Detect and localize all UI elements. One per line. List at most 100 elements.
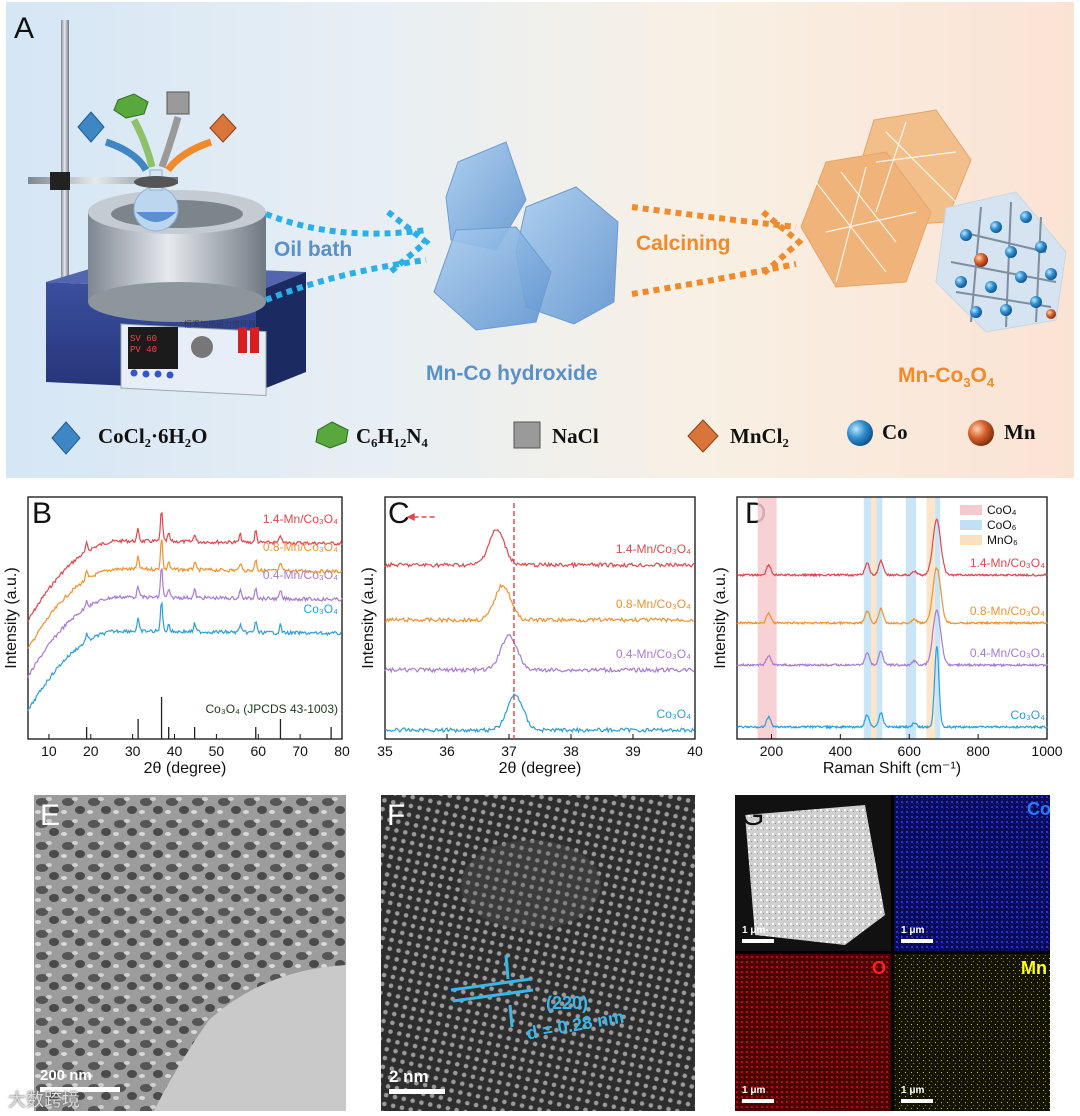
legend-hmt: C₆H₁₂N₄ <box>356 424 428 448</box>
device-brand: 恒温加热磁力搅拌器 <box>184 320 256 329</box>
oil-bath-label: Oil bath <box>274 238 353 261</box>
y-axis-label: Intensity (a.u.) <box>712 567 729 668</box>
x-axis-label: 2θ (degree) <box>144 760 227 777</box>
series-label: Co₃O₄ <box>657 707 692 721</box>
x-tick-label: 35 <box>377 743 393 759</box>
series-label: Co₃O₄ <box>1011 708 1046 722</box>
map-label-mn: Mn <box>1021 958 1047 978</box>
legend-mn: Mn <box>1004 420 1036 444</box>
xrd-zoom-series-line <box>385 692 695 734</box>
x-tick-label: 50 <box>209 743 225 759</box>
x-tick-label: 40 <box>687 743 703 759</box>
scale-bar-g3 <box>742 1099 774 1103</box>
panel-label-c: C <box>388 497 410 530</box>
band-highlight <box>871 497 877 739</box>
product-label: Mn-Co3O4 <box>898 364 994 390</box>
device-display: SV 60 PV 40 <box>130 334 157 356</box>
scale-label-g3: 1 μm <box>742 1085 766 1096</box>
legend-mncl2: MnCl₂ <box>730 424 789 448</box>
xrd-series-line <box>27 601 343 712</box>
panel-label-e: E <box>40 799 61 832</box>
xrd-series-line <box>27 568 343 678</box>
tem-image-e: E 200 nm <box>34 795 346 1111</box>
x-tick-label: 60 <box>250 743 266 759</box>
plane-label: (220) <box>546 993 589 1013</box>
xrd-series-line <box>27 511 343 622</box>
x-axis-label: Raman Shift (cm⁻¹) <box>823 760 961 777</box>
legend-swatch <box>960 505 982 515</box>
legend-label: CoO₄ <box>987 503 1017 517</box>
x-tick-label: 200 <box>760 743 784 759</box>
x-tick-label: 800 <box>966 743 990 759</box>
product-label-tail: O <box>970 364 987 387</box>
panel-label-b: B <box>32 497 53 530</box>
x-tick-label: 36 <box>439 743 455 759</box>
raman-series-line <box>736 518 1048 578</box>
watermark: 大数跨境 <box>8 1090 80 1110</box>
band-highlight <box>905 497 917 739</box>
legend-co: Co <box>882 420 908 444</box>
x-tick-label: 38 <box>563 743 579 759</box>
legend-swatch <box>960 520 982 530</box>
product-label-main: Mn-Co <box>898 364 964 387</box>
raman-series-line <box>736 609 1048 668</box>
x-tick-label: 400 <box>829 743 853 759</box>
scale-bar-g1 <box>742 939 774 943</box>
device-sv: SV 60 <box>130 334 158 344</box>
map-label-co: Co <box>1027 799 1050 819</box>
device-pv: PV 40 <box>130 345 158 355</box>
x-tick-label: 30 <box>125 743 141 759</box>
product-label-sub2: 4 <box>986 375 995 391</box>
y-axis-label: Intensity (a.u.) <box>3 567 20 668</box>
x-tick-label: 80 <box>334 743 350 759</box>
series-label: 0.4-Mn/Co₃O₄ <box>616 647 691 661</box>
map-label-o: O <box>872 958 887 978</box>
green-hexagon-icon <box>315 421 349 449</box>
orange-diamond-icon <box>687 419 719 453</box>
series-label: 1.4-Mn/Co₃O₄ <box>616 542 691 556</box>
scale-bar-g2 <box>901 939 933 943</box>
blue-sphere-icon <box>847 420 873 446</box>
scale-label-g1: 1 μm <box>742 925 766 936</box>
scale-bar-e <box>40 1087 120 1092</box>
xrd-zoom-series-line <box>384 634 695 674</box>
legend-swatch <box>960 535 982 545</box>
shift-arrow-head <box>406 513 415 521</box>
series-label: 0.8-Mn/Co₃O₄ <box>970 604 1045 618</box>
panel-label-a: A <box>14 12 35 45</box>
schematic-panel-a: A <box>6 2 1074 478</box>
series-label: 0.8-Mn/Co₃O₄ <box>616 597 691 611</box>
raman-series-line <box>736 566 1048 626</box>
tem-texture <box>34 795 346 1111</box>
legend-label: MnO₆ <box>987 533 1018 547</box>
blue-diamond-icon <box>51 421 81 455</box>
x-tick-label: 40 <box>167 743 183 759</box>
series-label: Co₃O₄ <box>304 602 339 616</box>
band-highlight <box>863 497 872 739</box>
panel-label-f: F <box>387 799 406 832</box>
series-label: 1.4-Mn/Co₃O₄ <box>970 556 1045 570</box>
plot-frame <box>384 496 696 740</box>
calcining-label: Calcining <box>636 232 731 255</box>
gray-cube-icon <box>513 421 541 449</box>
x-tick-label: 600 <box>898 743 922 759</box>
legend-cocl2: CoCl₂·6H₂O <box>98 424 208 448</box>
band-highlight <box>757 497 777 739</box>
series-label: 0.8-Mn/Co₃O₄ <box>263 540 338 554</box>
eds-tiles <box>735 795 1050 1111</box>
panel-label-g: G <box>741 799 765 832</box>
xrd-zoom-chart: 35 36 37 38 39 40 2θ (degree) Intensity (a.u.) 1… <box>360 496 703 777</box>
stand-rod <box>61 20 69 290</box>
band-highlight <box>876 497 883 739</box>
series-label: 1.4-Mn/Co₃O₄ <box>263 512 338 526</box>
x-tick-label: 20 <box>83 743 99 759</box>
synthesis-schematic <box>28 20 1067 455</box>
scale-label-g2: 1 μm <box>901 925 925 936</box>
series-label: 0.4-Mn/Co₃O₄ <box>970 646 1045 660</box>
scale-label-f: 2 nm <box>389 1067 429 1086</box>
xrd-series-line <box>27 539 343 649</box>
scale-label-e: 200 nm <box>40 1067 92 1084</box>
series-label: 0.4-Mn/Co₃O₄ <box>263 568 338 582</box>
legend-nacl: NaCl <box>552 424 599 448</box>
orange-sphere-icon <box>968 420 994 446</box>
